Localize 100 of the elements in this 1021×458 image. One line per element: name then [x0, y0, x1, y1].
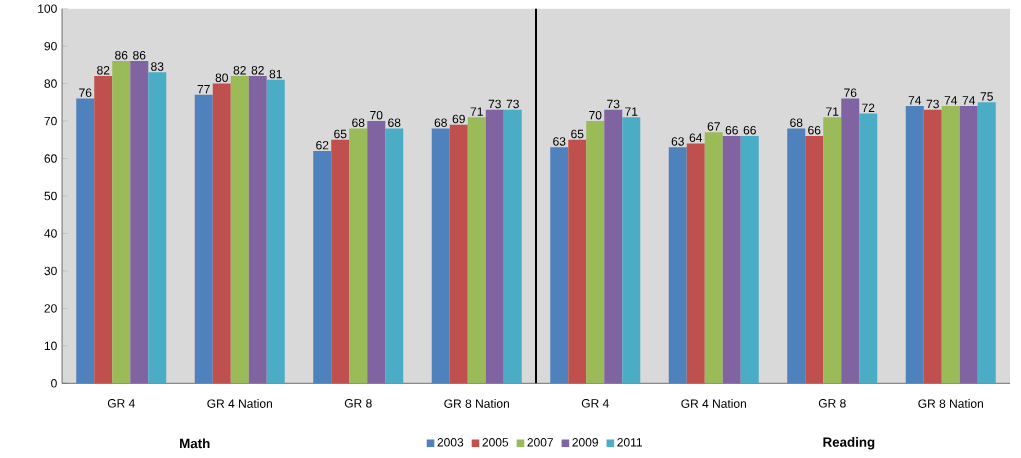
bar: [959, 106, 978, 384]
bar: [568, 139, 587, 384]
data-label: 72: [862, 103, 875, 112]
text: Math: [180, 438, 210, 449]
data-label: 74: [962, 96, 976, 105]
data-label: 71: [470, 107, 483, 116]
data-label: 68: [434, 118, 447, 127]
data-label: 81: [269, 69, 282, 79]
data-label: 66: [743, 125, 756, 135]
bar: [266, 79, 285, 384]
bar: [622, 117, 641, 384]
text: Reading: [823, 437, 875, 450]
data-label: 71: [625, 107, 638, 116]
bar: [212, 83, 231, 384]
bar: [503, 109, 522, 384]
bar: [248, 76, 267, 384]
data-label: 82: [233, 66, 246, 75]
bar: [668, 147, 687, 384]
data-label: 69: [452, 114, 465, 124]
x-tick-label: GR 4: [107, 399, 135, 408]
bar: [550, 147, 569, 384]
data-label: 65: [334, 129, 347, 139]
y-tick-label: 100: [38, 4, 57, 13]
y-tick-label: 70: [44, 116, 57, 126]
data-label: 73: [488, 99, 501, 109]
bar: [130, 61, 149, 384]
bar: [841, 98, 860, 384]
bar: [76, 98, 95, 384]
data-label: 64: [689, 133, 703, 142]
x-tick-label: GR 4: [581, 399, 609, 408]
data-label: 73: [506, 99, 519, 109]
y-tick-label: 90: [44, 41, 57, 51]
data-label: 83: [151, 62, 164, 71]
data-label: 73: [926, 99, 939, 109]
data-label: 70: [589, 110, 602, 120]
legend-label: 2003: [437, 438, 464, 447]
data-label: 77: [197, 84, 210, 94]
data-label: 63: [553, 137, 566, 146]
bar: [923, 109, 942, 384]
bar: [112, 61, 131, 384]
data-label: 66: [725, 125, 738, 135]
data-label: 73: [607, 99, 620, 109]
data-label: 71: [826, 107, 839, 116]
y-tick-label: 50: [44, 191, 57, 201]
bar: [859, 113, 878, 384]
legend-label: 2007: [527, 438, 553, 447]
bar: [977, 102, 996, 384]
x-tick-label: GR 8 Nation: [444, 399, 509, 408]
data-label: 66: [808, 125, 821, 135]
legend-label: 2009: [572, 438, 598, 447]
data-label: 82: [97, 66, 110, 75]
data-label: 63: [671, 137, 684, 146]
legend-label: 2011: [617, 438, 642, 447]
x-tick-label: GR 8: [344, 399, 372, 408]
data-label: 80: [215, 73, 228, 83]
data-label: 62: [316, 140, 329, 150]
bar: [194, 94, 213, 384]
data-label: 70: [370, 110, 383, 120]
data-label: 75: [980, 92, 993, 101]
bar: [467, 117, 486, 384]
bar: [787, 128, 806, 384]
y-tick-label: 20: [44, 304, 57, 313]
data-label: 68: [790, 118, 803, 127]
bar: [823, 117, 842, 384]
y-tick-label: 30: [44, 266, 57, 276]
y-tick-label: 80: [44, 79, 57, 88]
bar: [604, 109, 623, 384]
y-tick-label: 60: [44, 154, 57, 163]
y-tick-label: 10: [44, 341, 57, 351]
bar: [94, 76, 113, 384]
x-tick-label: GR 8 Nation: [918, 399, 983, 408]
data-label: 74: [908, 96, 922, 105]
x-tick-label: GR 8: [818, 399, 846, 408]
data-label: 74: [944, 96, 958, 105]
data-label: 82: [251, 66, 264, 75]
data-label: 76: [79, 88, 92, 97]
bar: [740, 136, 759, 384]
bar: [686, 143, 705, 384]
y-tick-label: 40: [44, 229, 57, 238]
bar: [722, 136, 741, 384]
bar: [449, 124, 468, 384]
legend-label: 2005: [482, 438, 509, 447]
bar: [313, 151, 332, 384]
x-tick-label: GR 4 Nation: [681, 399, 746, 408]
bar: [367, 121, 386, 384]
bar: [431, 128, 450, 384]
bar: [385, 128, 404, 384]
data-label: 68: [388, 118, 401, 127]
bar: [485, 109, 504, 384]
bar: [941, 106, 960, 384]
bar: [905, 106, 924, 384]
x-tick-label: GR 4 Nation: [207, 399, 272, 408]
bar: [704, 132, 723, 384]
data-label: 76: [844, 88, 857, 97]
data-label: 65: [571, 129, 584, 139]
data-label: 68: [352, 118, 365, 127]
bar: [349, 128, 368, 384]
data-label: 67: [707, 122, 720, 131]
bar: [230, 76, 249, 384]
data-label: 86: [133, 51, 146, 60]
